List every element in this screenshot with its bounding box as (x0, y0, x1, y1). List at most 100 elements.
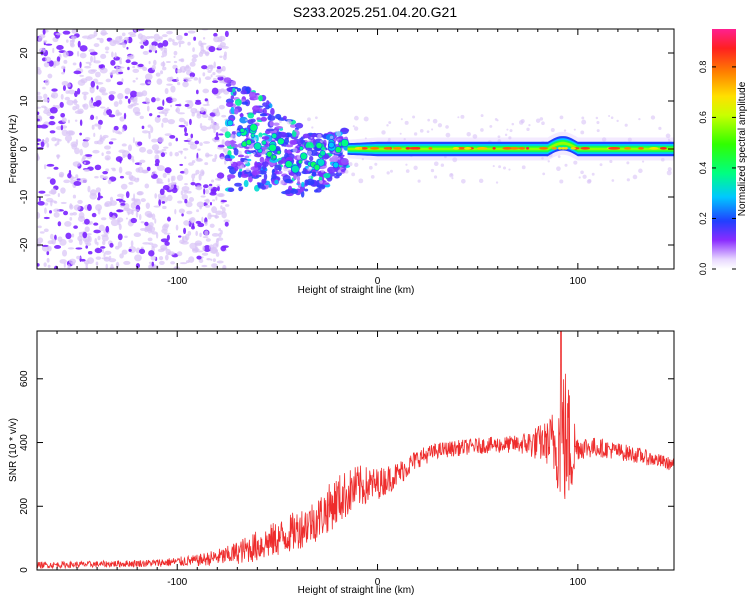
spectrogram-blob (64, 134, 73, 142)
spectrogram-blob (91, 124, 95, 130)
spectrogram-blob (573, 160, 578, 165)
spectrogram-blob (216, 107, 219, 112)
spectrogram-blob (124, 87, 131, 95)
spectrogram-blob (114, 245, 120, 250)
spectrogram-blob (61, 65, 66, 70)
spectrogram-blob (311, 126, 314, 129)
spectrogram-blob (296, 180, 301, 185)
spectrogram-blob (79, 119, 83, 127)
spectrogram-blob (354, 126, 359, 131)
spectrogram-x-ticks: -100 0 100 (36, 29, 659, 287)
spectrogram-bubble (284, 160, 293, 169)
spectrogram-blob (508, 168, 511, 171)
spectrogram-blob (204, 162, 209, 166)
coherent-band-peak (649, 146, 659, 150)
spectrogram-x-tick-label: 0 (375, 276, 381, 287)
spectrogram-bubble (332, 161, 340, 169)
spectrogram-blob (118, 99, 123, 105)
coherent-band-peak (539, 146, 548, 150)
spectrogram-blob (151, 44, 157, 52)
spectrogram-blob (253, 151, 256, 155)
spectrogram-blob (59, 259, 67, 264)
spectrogram-blob (218, 133, 224, 136)
spectrogram-blob (252, 105, 261, 112)
spectrogram-blob (185, 201, 193, 208)
spectrogram-blob (166, 76, 173, 82)
spectrogram-blob (46, 251, 50, 256)
spectrogram-blob (233, 108, 239, 115)
coherent-band-peak (564, 146, 568, 150)
spectrogram-blob (164, 113, 168, 117)
spectrogram-bubble (236, 131, 242, 137)
spectrogram-blob (526, 127, 530, 132)
spectrogram-blob (132, 68, 140, 73)
spectrogram-blob (148, 132, 151, 140)
spectrogram-blob (223, 219, 230, 223)
spectrogram-blob (337, 169, 342, 174)
spectrogram-blob (212, 72, 216, 76)
spectrogram-blob (85, 242, 92, 247)
spectrogram-blob (132, 65, 136, 69)
spectrogram-blob (186, 106, 193, 109)
spectrogram-blob (160, 55, 164, 58)
spectrogram-blob (63, 210, 69, 216)
spectrogram-bubble (239, 127, 245, 133)
snr-y-label: SNR (10 * v/v) (8, 418, 19, 482)
coherent-band-peak (408, 146, 420, 150)
spectrogram-blob (153, 33, 160, 41)
spectrogram-bubble (319, 150, 326, 157)
spectrogram-blob (251, 170, 261, 176)
spectrogram-blob (127, 153, 132, 160)
coherent-band-peak (560, 146, 566, 150)
spectrogram-bubble (253, 142, 262, 151)
spectrogram-blob (128, 248, 132, 252)
spectrogram-blob (127, 66, 130, 71)
spectrogram-blob (178, 124, 186, 128)
colorbar-ticks: 0.0 0.2 0.4 0.6 0.8 (698, 61, 736, 275)
spectrogram-blob (49, 178, 56, 185)
spectrogram-blob (129, 90, 138, 98)
spectrogram-blob (601, 137, 607, 142)
spectrogram-blob (194, 140, 200, 145)
spectrogram-blob (240, 173, 249, 178)
spectrogram-blob (215, 75, 223, 78)
spectrogram-blob (582, 174, 587, 179)
spectrogram-blob (169, 134, 176, 139)
spectrogram-blob (198, 77, 202, 84)
spectrogram-blob (69, 212, 74, 216)
spectrogram-blob (259, 156, 265, 163)
spectrogram-blob (299, 137, 304, 141)
spectrogram-blob (37, 66, 41, 71)
spectrogram-blob (77, 40, 81, 48)
spectrogram-blob (215, 178, 222, 181)
spectrogram-blob (580, 130, 585, 135)
spectrogram-blob (227, 187, 235, 193)
spectrogram-blob (126, 46, 129, 50)
spectrogram-blob (178, 208, 185, 214)
spectrogram-blob (262, 102, 268, 107)
spectrogram-blob (134, 254, 142, 262)
spectrogram-blob (112, 168, 116, 172)
spectrogram-blob (94, 123, 99, 127)
spectrogram-blob (170, 104, 173, 108)
spectrogram-blob (37, 138, 42, 142)
spectrogram-blob (154, 158, 160, 165)
snr-x-ticks: -100 0 100 (36, 331, 659, 588)
spectrogram-blob (196, 250, 204, 253)
spectrogram-blob (223, 77, 232, 83)
spectrogram-blob (44, 79, 50, 86)
spectrogram-blob (304, 179, 309, 186)
coherent-band-peak (392, 146, 402, 150)
spectrogram-blob (137, 63, 144, 68)
spectrogram-blob (149, 226, 156, 233)
spectrogram-bubble (245, 139, 252, 146)
spectrogram-blob (164, 87, 169, 95)
spectrogram-blob (307, 175, 312, 179)
spectrogram-blob (247, 112, 255, 119)
spectrogram-blob (268, 183, 272, 188)
spectrogram-blob (67, 263, 71, 269)
spectrogram-blob (261, 136, 270, 140)
spectrogram-blob (228, 158, 233, 162)
spectrogram-blob (239, 168, 243, 172)
spectrogram-blob (180, 190, 184, 196)
